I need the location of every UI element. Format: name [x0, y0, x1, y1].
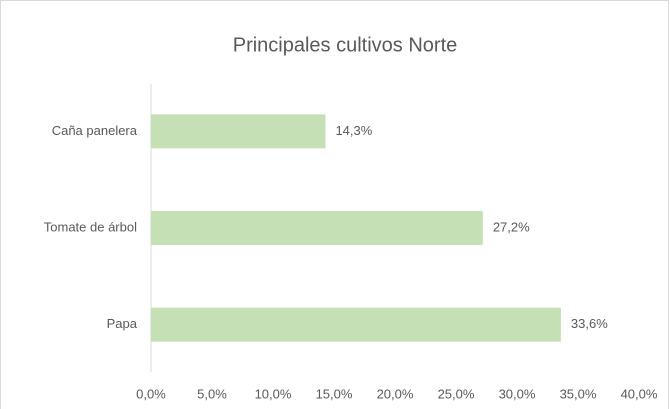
y-tick-label: Tomate de árbol	[44, 219, 137, 234]
x-tick-label: 10,0%	[255, 386, 292, 401]
bar	[151, 211, 483, 245]
x-tick-label: 5,0%	[197, 386, 227, 401]
bar	[151, 307, 561, 342]
x-tick-label: 30,0%	[499, 386, 536, 401]
chart-title: Principales cultivos Norte	[233, 34, 458, 56]
x-tick-label: 15,0%	[316, 386, 353, 401]
x-tick-label: 35,0%	[560, 386, 597, 401]
y-tick-label: Caña panelera	[52, 123, 138, 138]
data-label: 14,3%	[335, 123, 372, 138]
x-tick-label: 20,0%	[377, 386, 414, 401]
data-label: 27,2%	[493, 219, 530, 234]
bar	[151, 114, 326, 149]
y-tick-label: Papa	[107, 316, 138, 331]
x-tick-label: 40,0%	[621, 386, 658, 401]
x-tick-label: 25,0%	[438, 386, 475, 401]
x-tick-label: 0,0%	[136, 386, 166, 401]
data-label: 33,6%	[571, 316, 608, 331]
